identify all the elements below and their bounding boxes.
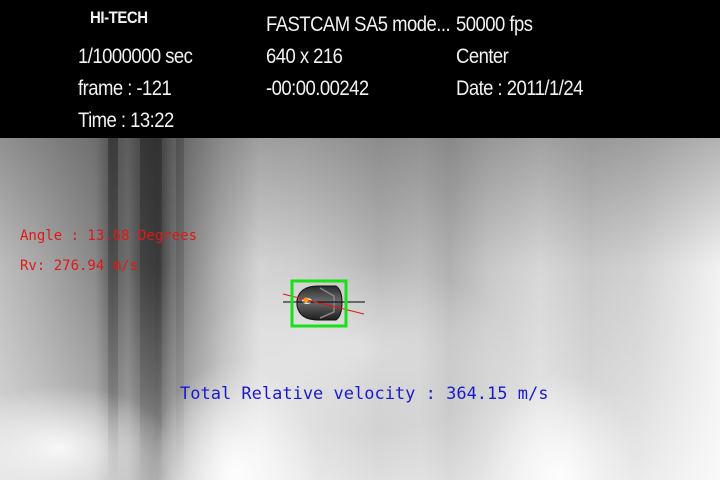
camera-image	[0, 138, 720, 480]
angle-readout: Angle : 13.68 Degrees	[20, 228, 198, 244]
trigger-mode: Center	[456, 45, 509, 68]
relative-velocity-readout: Rv: 276.94 m/s	[20, 258, 139, 274]
tracking-box	[290, 279, 348, 328]
frame-number: frame : -121	[78, 77, 172, 100]
capture-date: Date : 2011/1/24	[456, 77, 583, 100]
camera-info-bar: HI-TECH 1/1000000 sec frame : -121 Time …	[0, 0, 720, 138]
image-resolution: 640 x 216	[266, 45, 343, 68]
camera-brand: HI-TECH	[90, 8, 148, 27]
shutter-speed: 1/1000000 sec	[78, 45, 193, 68]
camera-model: FASTCAM SA5 mode...	[266, 13, 451, 36]
trajectory-angle-line	[282, 293, 365, 315]
capture-time: Time : 13:22	[78, 109, 174, 132]
timecode: -00:00.00242	[266, 77, 369, 100]
projectile-center-marker	[303, 297, 309, 303]
total-velocity-readout: Total Relative velocity : 364.15 m/s	[180, 384, 549, 404]
frame-rate: 50000 fps	[456, 13, 533, 36]
